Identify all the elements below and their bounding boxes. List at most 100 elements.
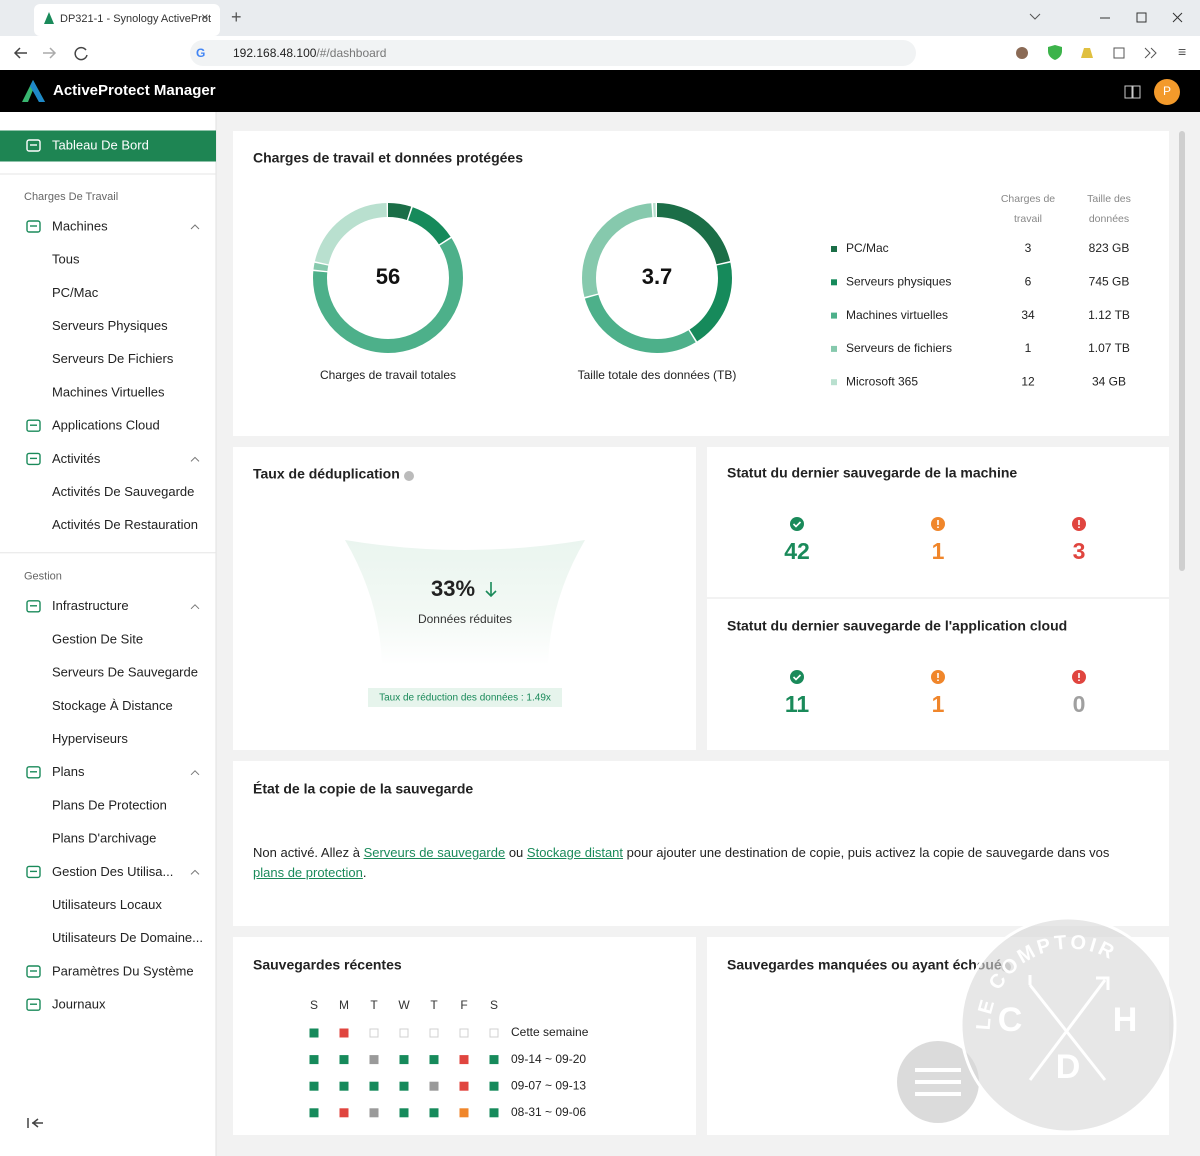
help[interactable] xyxy=(1124,85,1141,99)
row-name: Machines virtuelles xyxy=(846,308,948,322)
day-status xyxy=(429,1108,439,1118)
active-item[interactable] xyxy=(0,130,216,162)
maximize[interactable] xyxy=(1136,12,1147,23)
submenu-item[interactable]: Plans D'archivage xyxy=(52,831,156,846)
menu-item[interactable]: Journaux xyxy=(52,997,106,1012)
card-title: Charges de travail et données protégées xyxy=(253,150,523,166)
chevron[interactable] xyxy=(190,604,200,610)
forward[interactable] xyxy=(43,47,57,59)
address-bar[interactable] xyxy=(190,40,916,66)
submenu-item[interactable]: Activités De Restauration xyxy=(52,517,198,532)
extension[interactable] xyxy=(1081,48,1093,58)
more-tools[interactable] xyxy=(1144,47,1157,59)
day-status xyxy=(369,1081,379,1091)
submenu-item[interactable]: Serveurs Physiques xyxy=(52,318,168,333)
chevron[interactable] xyxy=(190,456,200,462)
extensions[interactable] xyxy=(1113,47,1125,59)
sidebar xyxy=(0,112,216,1156)
url-path: /#/dashboard xyxy=(316,46,386,60)
submenu-item[interactable]: Serveurs De Fichiers xyxy=(52,351,174,366)
row-count: 3 xyxy=(1025,241,1032,255)
day-status xyxy=(459,1028,469,1038)
scrollbar[interactable] xyxy=(1179,131,1185,571)
submenu-item[interactable]: Serveurs De Sauvegarde xyxy=(52,665,198,680)
submenu-item[interactable]: Utilisateurs De Domaine... xyxy=(52,930,203,945)
menu-item[interactable]: Tableau De Bord xyxy=(52,137,149,152)
menu-item[interactable]: Applications Cloud xyxy=(52,418,160,433)
link[interactable]: Serveurs de sauvegarde xyxy=(363,845,506,860)
link[interactable]: Stockage distant xyxy=(526,845,624,860)
menu-item[interactable]: Activités xyxy=(52,451,101,466)
link[interactable]: plans de protection xyxy=(253,865,363,880)
row-size: 823 GB xyxy=(1089,241,1130,255)
chevron[interactable] xyxy=(190,869,200,875)
day-label: M xyxy=(339,998,349,1012)
day-status xyxy=(459,1108,469,1118)
card-title: Taux de déduplication xyxy=(253,466,400,482)
watermark-letter: D xyxy=(1056,1048,1081,1086)
legend-swatch xyxy=(831,345,837,352)
extension[interactable] xyxy=(1016,47,1028,59)
new-tab[interactable]: + xyxy=(231,7,242,27)
workload-table: Charges de travail Taille des données PC/Mac… xyxy=(831,193,1131,388)
day-status xyxy=(309,1055,319,1065)
text: pour ajouter une destination de copie, p… xyxy=(623,845,1110,860)
menu-item[interactable]: Gestion Des Utilisa... xyxy=(52,864,173,879)
sidebar-menu: Tableau De Bord Charges De Travail Machine… xyxy=(0,130,216,1012)
watermark-arrows xyxy=(1028,975,1110,1081)
watermark-letter: C xyxy=(998,1001,1023,1039)
menu-item[interactable]: Plans xyxy=(52,764,85,779)
menu-item[interactable]: Infrastructure xyxy=(52,598,129,613)
close[interactable] xyxy=(1172,12,1183,23)
url-host: 192.168.48.100 xyxy=(233,46,317,60)
day-status xyxy=(489,1108,499,1118)
status-icon-glyph xyxy=(792,521,802,528)
avatar[interactable] xyxy=(1154,79,1180,105)
submenu-item[interactable]: Stockage À Distance xyxy=(52,698,173,713)
tab[interactable] xyxy=(34,4,220,36)
column-header: Charges de travail xyxy=(1001,193,1055,225)
day-status xyxy=(429,1028,439,1038)
collapse-sidebar[interactable] xyxy=(27,1118,43,1128)
watermark-letter: H xyxy=(1113,1001,1138,1039)
day-status xyxy=(339,1108,349,1118)
chevron[interactable] xyxy=(190,224,200,230)
badge-text: Taux de réduction des données : 1.49x xyxy=(379,693,551,704)
submenu-item[interactable]: Gestion De Site xyxy=(52,631,143,646)
avatar-initial: P xyxy=(1163,84,1171,98)
menu-item[interactable]: Machines xyxy=(52,218,108,233)
submenu-item[interactable]: Machines Virtuelles xyxy=(52,384,165,399)
down-arrow xyxy=(485,582,497,598)
chevron[interactable] xyxy=(190,770,200,776)
legend-swatch xyxy=(831,246,837,252)
card xyxy=(233,761,1169,926)
text: Non activé. Allez à xyxy=(253,845,364,860)
menu-item[interactable]: Paramètres Du Système xyxy=(52,963,194,978)
extension[interactable] xyxy=(1048,45,1062,60)
day-status xyxy=(399,1108,409,1118)
recent-grid: S M T W T F S Cette semaine 09-14 ~ 09-20 09-07 ~… xyxy=(309,998,589,1119)
section-label: Gestion xyxy=(24,571,62,583)
submenu-item[interactable]: Utilisateurs Locaux xyxy=(52,897,162,912)
submenu-item[interactable]: PC/Mac xyxy=(52,285,99,300)
submenu-item[interactable]: Activités De Sauvegarde xyxy=(52,484,194,499)
donut-segment xyxy=(313,203,463,353)
donuts: 56 Charges de travail totales 3.7 Taille to… xyxy=(313,203,736,382)
submenu-item[interactable]: Tous xyxy=(52,252,80,267)
submenu-item[interactable]: Plans De Protection xyxy=(52,797,167,812)
card xyxy=(233,131,1169,436)
menu[interactable]: ≡ xyxy=(1178,44,1186,60)
row-size: 34 GB xyxy=(1092,374,1126,388)
submenu-item[interactable]: Hyperviseurs xyxy=(52,731,128,746)
tab-list[interactable] xyxy=(1029,13,1041,20)
row-count: 1 xyxy=(1025,341,1032,355)
info-icon[interactable] xyxy=(404,471,414,481)
tab-icon xyxy=(44,12,54,24)
reload[interactable] xyxy=(74,46,88,61)
back[interactable] xyxy=(13,47,27,59)
logo xyxy=(30,80,45,102)
row-size: 745 GB xyxy=(1089,274,1130,288)
app-title: ActiveProtect Manager xyxy=(53,82,216,99)
tab-close[interactable]: × xyxy=(201,9,209,24)
row-name: Serveurs physiques xyxy=(846,274,951,288)
